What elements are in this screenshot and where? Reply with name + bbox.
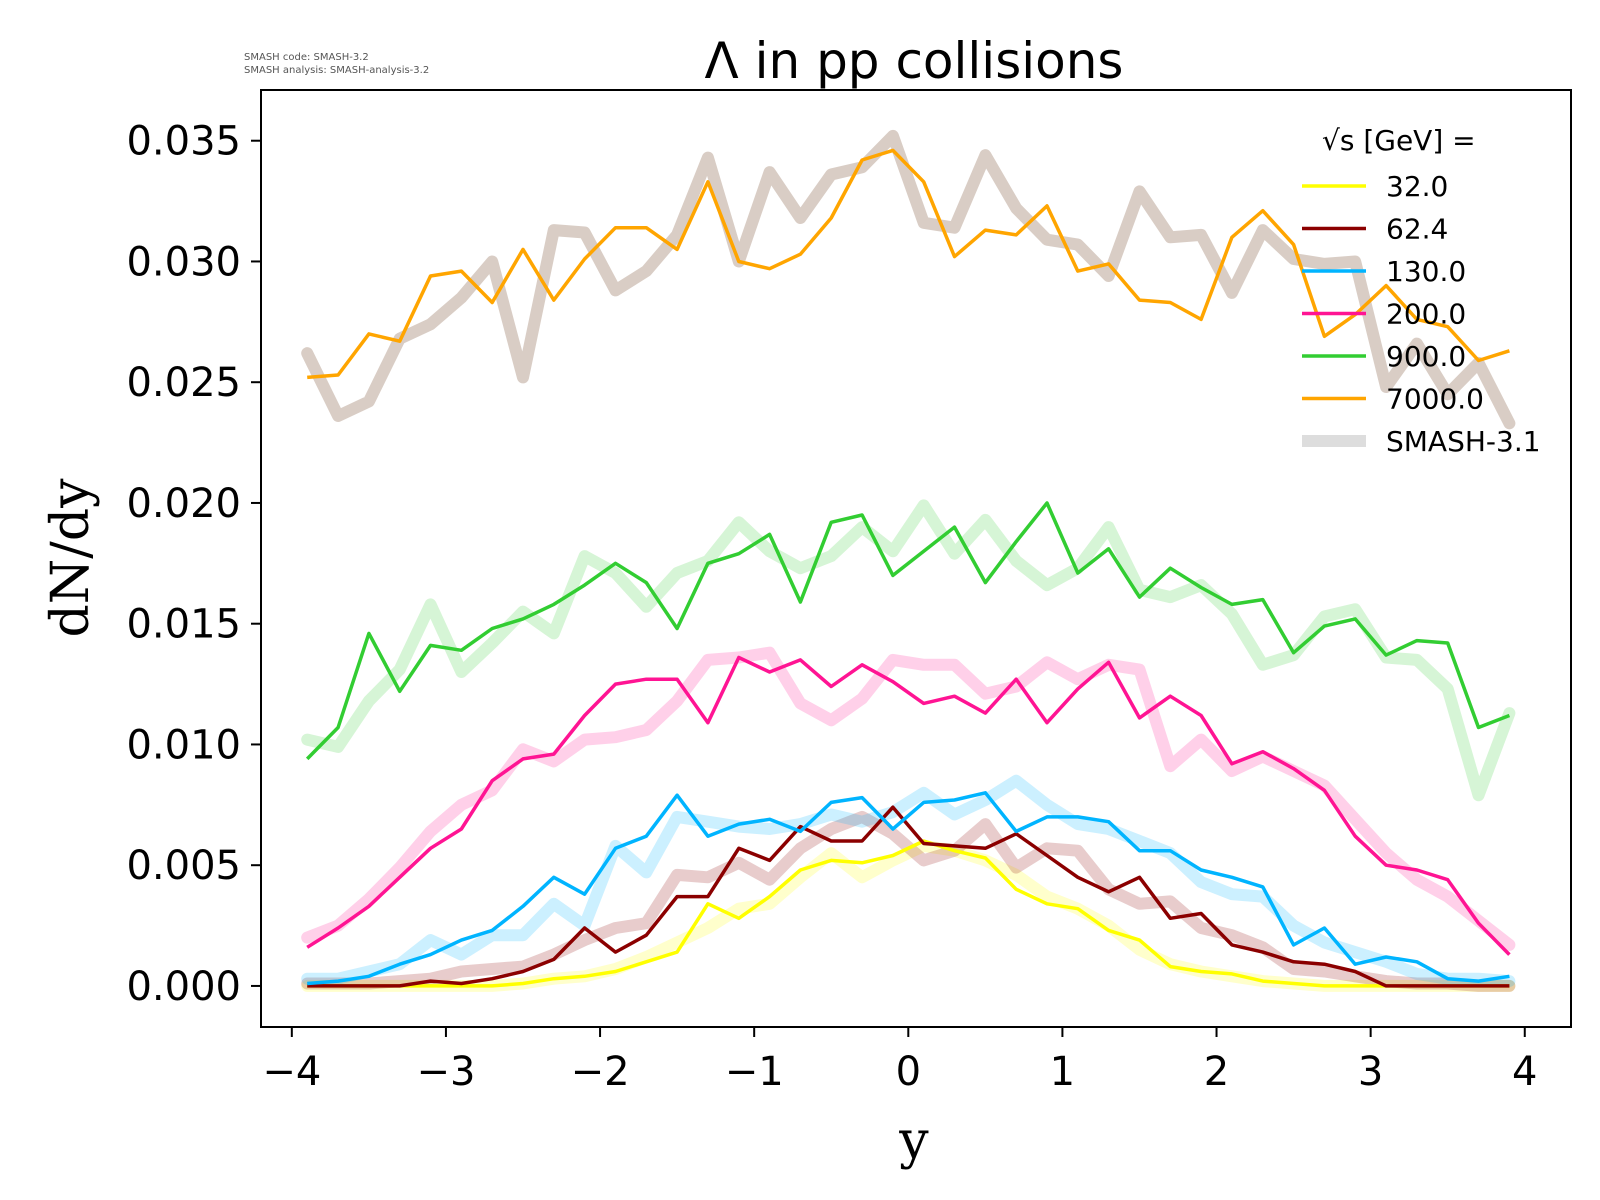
x-axis-ticks: −4 −3 −2 −1 0 1 2 3 4 — [262, 1027, 1537, 1095]
y-tick-label: 0.010 — [126, 722, 241, 768]
series-line-62-4 — [307, 805, 1510, 988]
legend-label-130-0: 130.0 — [1386, 255, 1466, 288]
y-axis-ticks: 0.000 0.005 0.010 0.015 0.020 0.025 0.030 0.035 — [126, 119, 261, 1010]
legend-title: √s [GeV] = — [1322, 124, 1476, 157]
x-tick-label: 3 — [1358, 1049, 1383, 1095]
x-tick-label: 0 — [896, 1049, 921, 1095]
series-layer — [305, 148, 1511, 988]
x-axis-label: y — [898, 1111, 929, 1171]
legend-label-900-0: 900.0 — [1386, 340, 1466, 373]
reference-line-130-0 — [301, 774, 1516, 988]
reference-line-62-4 — [301, 810, 1516, 992]
y-tick-label: 0.020 — [126, 481, 241, 527]
y-tick-label: 0.030 — [126, 239, 241, 285]
legend-label-7000-0: 7000.0 — [1386, 383, 1484, 416]
series-line-900-0 — [305, 501, 1511, 761]
reference-line-900-0 — [301, 499, 1516, 802]
legend-label-32-0: 32.0 — [1386, 170, 1448, 203]
y-tick-label: 0.005 — [126, 843, 241, 889]
x-tick-label: −3 — [416, 1049, 475, 1095]
y-tick-label: 0.035 — [126, 119, 241, 165]
legend-label-200-0: 200.0 — [1386, 298, 1466, 331]
y-tick-label: 0.015 — [126, 602, 241, 648]
x-tick-label: −4 — [262, 1049, 321, 1095]
series-line-200-0 — [306, 655, 1511, 956]
x-tick-label: 1 — [1050, 1049, 1075, 1095]
legend-label-62-4: 62.4 — [1386, 213, 1448, 246]
reference-series-layer — [301, 129, 1516, 992]
plot-frame — [260, 89, 1572, 1028]
legend-label-reference: SMASH-3.1 — [1386, 425, 1541, 458]
y-axis-label: dN/dy — [41, 478, 101, 638]
x-tick-label: −2 — [571, 1049, 630, 1095]
series-line-130-0 — [307, 791, 1510, 986]
version-info-line-2: SMASH analysis: SMASH-analysis-3.2 — [244, 65, 429, 76]
x-tick-label: −1 — [725, 1049, 784, 1095]
y-tick-label: 0.025 — [126, 360, 241, 406]
x-tick-label: 2 — [1204, 1049, 1229, 1095]
series-line-32-0 — [307, 839, 1510, 988]
chart-title: Λ in pp collisions — [705, 32, 1124, 90]
reference-line-7000-0 — [301, 129, 1516, 430]
legend: √s [GeV] = 32.0 62.4 130.0 200.0 900.0 7000.0… — [1302, 124, 1541, 458]
y-tick-label: 0.000 — [126, 964, 241, 1010]
series-line-7000-0 — [307, 148, 1510, 380]
version-info-line-1: SMASH code: SMASH-3.2 — [244, 52, 369, 63]
x-tick-label: 4 — [1512, 1049, 1537, 1095]
